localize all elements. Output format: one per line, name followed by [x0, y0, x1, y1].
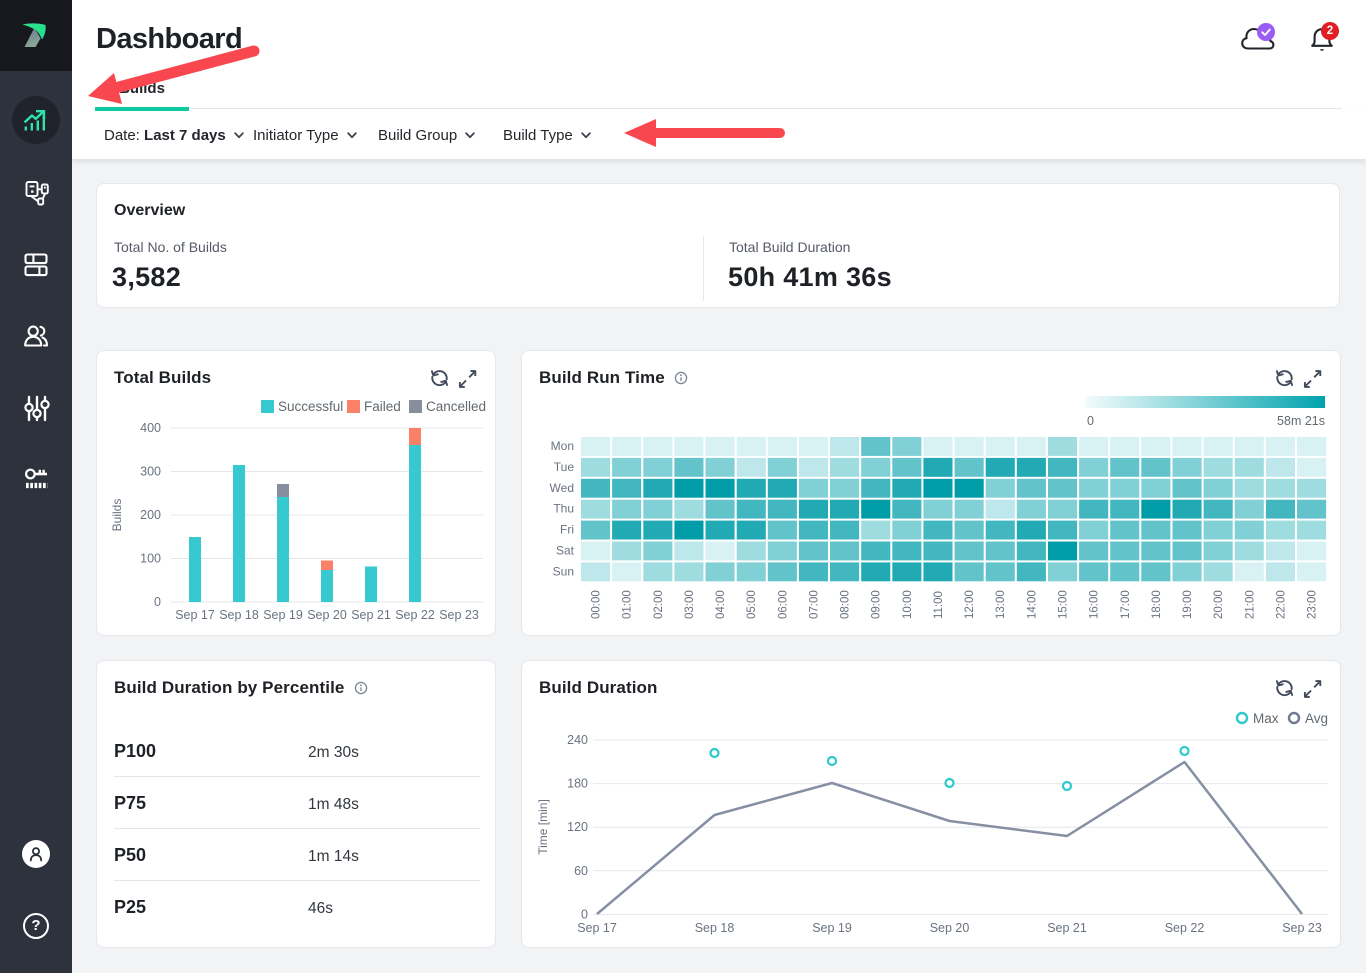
svg-text:10:00: 10:00	[902, 590, 914, 619]
svg-text:21:00: 21:00	[1244, 590, 1256, 619]
svg-text:Thu: Thu	[553, 502, 574, 516]
svg-text:Sep 21: Sep 21	[351, 608, 391, 622]
svg-text:100: 100	[140, 552, 161, 566]
svg-text:240: 240	[567, 733, 588, 747]
svg-text:58m 21s: 58m 21s	[1277, 414, 1325, 428]
svg-text:Sep 23: Sep 23	[1282, 921, 1322, 935]
svg-text:17:00: 17:00	[1120, 590, 1132, 619]
svg-text:0: 0	[154, 595, 161, 609]
svg-text:14:00: 14:00	[1026, 590, 1038, 619]
svg-text:00:00: 00:00	[591, 590, 603, 619]
svg-text:Avg: Avg	[1305, 711, 1328, 726]
svg-text:19:00: 19:00	[1182, 590, 1194, 619]
svg-text:Time [min]: Time [min]	[536, 799, 550, 855]
svg-text:Sep 17: Sep 17	[175, 608, 215, 622]
svg-text:01:00: 01:00	[622, 590, 634, 619]
svg-text:Tue: Tue	[554, 460, 575, 474]
svg-text:300: 300	[140, 465, 161, 479]
svg-text:Sep 20: Sep 20	[930, 921, 970, 935]
svg-text:08:00: 08:00	[840, 590, 852, 619]
svg-text:Mon: Mon	[551, 439, 574, 453]
svg-text:Sun: Sun	[553, 564, 574, 578]
svg-text:13:00: 13:00	[995, 590, 1007, 619]
svg-text:Sep 18: Sep 18	[219, 608, 259, 622]
svg-text:Max: Max	[1253, 711, 1279, 726]
svg-text:Sep 22: Sep 22	[1165, 921, 1205, 935]
svg-text:05:00: 05:00	[746, 590, 758, 619]
svg-text:07:00: 07:00	[809, 590, 821, 619]
svg-text:Sep 20: Sep 20	[307, 608, 347, 622]
svg-text:Sep 19: Sep 19	[263, 608, 303, 622]
svg-text:04:00: 04:00	[715, 590, 727, 619]
svg-text:Fri: Fri	[560, 523, 574, 537]
svg-text:60: 60	[574, 864, 588, 878]
svg-text:400: 400	[140, 421, 161, 435]
svg-text:120: 120	[567, 820, 588, 834]
svg-text:15:00: 15:00	[1058, 590, 1070, 619]
svg-text:0: 0	[581, 907, 588, 921]
svg-text:Wed: Wed	[550, 481, 574, 495]
svg-text:Sep 17: Sep 17	[577, 921, 617, 935]
svg-text:18:00: 18:00	[1151, 590, 1163, 619]
svg-text:16:00: 16:00	[1089, 590, 1101, 619]
svg-text:Sep 21: Sep 21	[1047, 921, 1087, 935]
svg-text:02:00: 02:00	[653, 590, 665, 619]
svg-text:11:00: 11:00	[933, 591, 945, 619]
svg-text:Sep 18: Sep 18	[695, 921, 735, 935]
svg-text:06:00: 06:00	[777, 590, 789, 619]
svg-text:0: 0	[1087, 414, 1094, 428]
svg-text:Failed: Failed	[364, 399, 401, 414]
svg-text:09:00: 09:00	[871, 590, 883, 619]
svg-text:Builds: Builds	[110, 499, 124, 532]
svg-text:Sep 19: Sep 19	[812, 921, 852, 935]
svg-text:180: 180	[567, 777, 588, 791]
svg-text:Cancelled: Cancelled	[426, 399, 486, 414]
svg-text:12:00: 12:00	[964, 590, 976, 619]
svg-text:Successful: Successful	[278, 399, 343, 414]
svg-text:03:00: 03:00	[684, 590, 696, 619]
svg-text:200: 200	[140, 508, 161, 522]
svg-text:20:00: 20:00	[1213, 590, 1225, 619]
svg-text:23:00: 23:00	[1307, 590, 1319, 619]
svg-text:22:00: 22:00	[1275, 590, 1287, 619]
svg-text:Sat: Sat	[556, 544, 575, 558]
svg-text:Sep 22: Sep 22	[395, 608, 435, 622]
svg-text:Sep 23: Sep 23	[439, 608, 479, 622]
